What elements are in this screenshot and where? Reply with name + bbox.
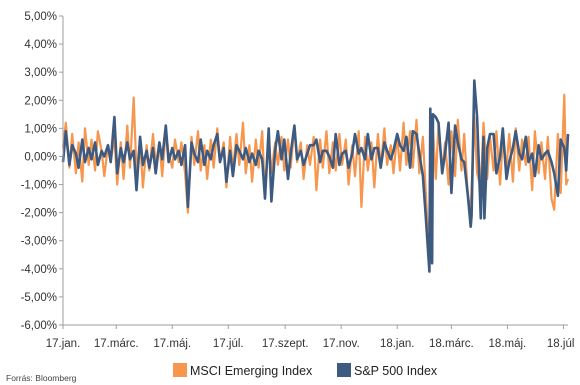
series-line-msci	[61, 93, 570, 262]
y-tick-label: 5,00%	[24, 11, 57, 23]
x-tick-label: 18.márc.	[429, 338, 474, 350]
y-tick-label: -4,00%	[21, 264, 57, 276]
series-line-sp500	[61, 79, 570, 273]
x-tick-label: 18.júl	[547, 338, 575, 350]
legend: MSCI Emerging Index S&P 500 Index	[173, 363, 438, 378]
y-tick-label: 1,00%	[24, 123, 57, 135]
x-tick-label: 17.márc.	[94, 338, 139, 350]
x-tick-label: 17.máj.	[153, 338, 191, 350]
y-axis-ticks: 5,00% 4,00% 3,00% 2,00% 1,00% 0,00% -1,00% -2,0…	[21, 11, 63, 332]
y-tick-label: 0,00%	[24, 151, 57, 163]
x-axis-ticks: 17.jan. 17.márc. 17.máj. 17.júl. 17.szept. 17…	[46, 325, 575, 350]
legend-swatch-sp500	[337, 363, 351, 377]
x-tick-label: 17.júl.	[213, 338, 244, 350]
source-note: Forrás: Bloomberg	[6, 373, 77, 383]
y-tick-label: -6,00%	[21, 320, 57, 332]
x-tick-label: 17.nov.	[323, 338, 360, 350]
legend-label-msci: MSCI Emerging Index	[190, 364, 313, 378]
y-tick-label: -1,00%	[21, 180, 57, 192]
y-tick-label: -2,00%	[21, 208, 57, 220]
series-lines	[61, 79, 570, 273]
y-tick-label: -5,00%	[21, 292, 57, 304]
y-tick-label: 3,00%	[24, 67, 57, 79]
y-tick-label: 2,00%	[24, 95, 57, 107]
x-tick-label: 18.máj.	[489, 338, 527, 350]
y-tick-label: -3,00%	[21, 236, 57, 248]
y-tick-label: 4,00%	[24, 39, 57, 51]
x-tick-label: 18.jan.	[380, 338, 415, 350]
legend-label-sp500: S&P 500 Index	[354, 364, 438, 378]
legend-swatch-msci	[173, 363, 187, 377]
x-tick-label: 17.jan.	[46, 338, 81, 350]
x-tick-label: 17.szept.	[262, 338, 309, 350]
